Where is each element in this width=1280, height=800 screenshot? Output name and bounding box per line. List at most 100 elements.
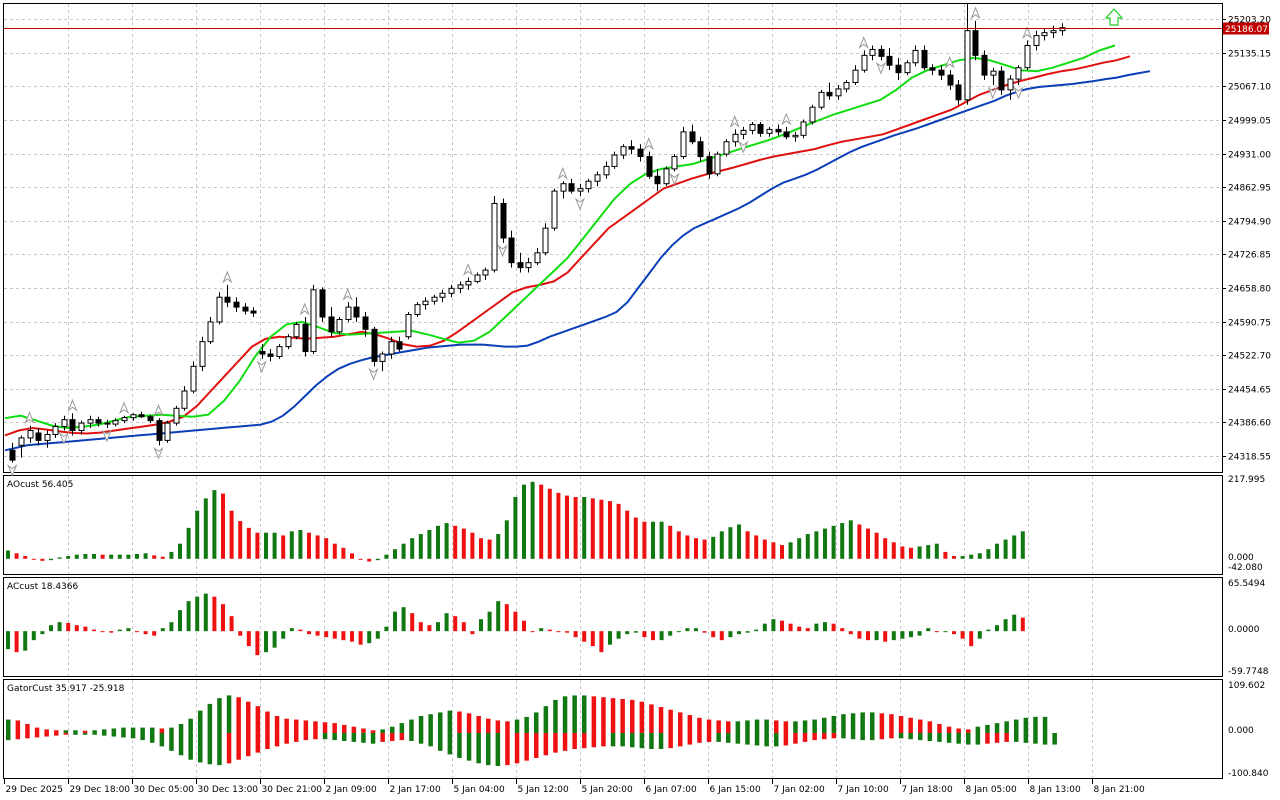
gator-pane[interactable] <box>3 679 1223 779</box>
gator-up-bar <box>370 730 376 733</box>
gator-up-bar <box>265 711 270 733</box>
gator-up-bar <box>591 696 597 733</box>
ac-bar <box>685 628 690 632</box>
bear-candle <box>233 301 240 308</box>
bull-candle <box>61 419 68 428</box>
gator-up-bar <box>514 719 520 733</box>
gator-down-bar <box>582 732 587 749</box>
gator-up-bar <box>188 718 193 733</box>
bear-candle <box>69 419 76 432</box>
ac-bar <box>754 629 759 632</box>
bear-candle <box>886 55 893 66</box>
ac-bar <box>350 631 354 642</box>
ac-bar <box>642 631 647 638</box>
ac-bar <box>719 631 724 641</box>
bull-candle <box>525 262 532 269</box>
ac-bar <box>152 631 157 636</box>
gator-up-bar <box>764 719 769 733</box>
time-label: 7 Jan 02:00 <box>774 785 826 795</box>
gator-up-bar <box>25 724 30 733</box>
bear-candle <box>104 422 111 425</box>
ac-bar <box>891 631 896 641</box>
gator-down-bar <box>774 732 779 747</box>
ac-bar <box>608 631 612 645</box>
gator-up-bar <box>668 709 673 733</box>
gator-down-bar <box>668 732 673 749</box>
ac-bar <box>522 620 526 632</box>
ac-pane[interactable] <box>3 577 1223 677</box>
fractal-up-icon <box>944 55 955 69</box>
ac-bar <box>143 631 148 635</box>
gator-up-bar <box>303 720 309 733</box>
gator-up-bar <box>140 727 145 733</box>
ac-bar <box>556 631 561 633</box>
gator-up-bar <box>1023 717 1029 733</box>
ac-bar <box>943 631 948 633</box>
ao-bar <box>659 521 664 559</box>
ac-bar <box>831 623 836 632</box>
bull-candle <box>620 146 627 156</box>
gator-up-bar <box>783 721 789 733</box>
time-label: 6 Jan 07:00 <box>646 785 698 795</box>
ao-bar <box>281 535 286 559</box>
ac-bar <box>324 631 329 638</box>
ao-bar <box>410 538 415 559</box>
gator-up-bar <box>438 712 443 733</box>
ac-bar <box>633 631 638 633</box>
ao-bar <box>307 532 311 559</box>
gator-up-bar <box>63 730 69 733</box>
gator-up-bar <box>918 719 923 733</box>
ao-bar <box>840 523 845 559</box>
bull-candle <box>474 274 481 282</box>
price-tick-label: 24386.60 <box>1228 419 1271 429</box>
ac-bar <box>702 631 707 633</box>
ao-bar <box>986 549 991 559</box>
bull-candle <box>663 168 670 185</box>
ao-bar <box>797 538 802 559</box>
bull-candle <box>723 141 730 155</box>
ao-pane[interactable] <box>3 475 1223 575</box>
bull-candle <box>457 284 464 289</box>
gator-down-bar <box>870 732 875 741</box>
bull-candle <box>809 106 816 123</box>
bear-candle <box>328 316 335 333</box>
time-label: 8 Jan 13:00 <box>1030 785 1082 795</box>
price-pane[interactable] <box>3 3 1223 473</box>
ac-bar <box>49 625 53 632</box>
ac-bar <box>866 631 870 641</box>
ao-bar <box>315 535 320 559</box>
gator-down-bar <box>543 732 549 756</box>
gator-up-bar <box>73 730 78 733</box>
gator-up-bar <box>879 713 885 733</box>
bull-candle <box>276 346 283 357</box>
bull-candle <box>843 82 850 90</box>
gator-up-bar <box>217 698 222 733</box>
ac-bar <box>169 622 174 632</box>
ac-bar <box>504 604 509 632</box>
bull-candle <box>216 296 223 323</box>
gator-up-bar <box>841 714 846 733</box>
ac-bar <box>92 629 96 632</box>
ao-histogram <box>6 481 1025 562</box>
fractal-up-icon <box>222 270 233 284</box>
bull-candle <box>285 336 292 348</box>
gator-up-bar <box>687 715 693 733</box>
gator-down-bar <box>342 732 347 741</box>
bull-candle <box>44 433 51 441</box>
ac-bar <box>83 626 88 632</box>
ao-bar <box>728 527 733 559</box>
ac-bar <box>255 631 260 656</box>
ao-bar <box>883 538 888 559</box>
gator-up-bar <box>870 712 875 733</box>
ac-bar <box>857 631 862 639</box>
bull-candle <box>491 202 498 271</box>
gator-down-bar <box>409 732 414 741</box>
price-tick-label: 25067.10 <box>1228 83 1271 93</box>
gator-down-bar <box>457 732 462 758</box>
fractal-down-icon <box>256 360 267 374</box>
gator-down-bar <box>111 732 117 737</box>
gator-down-bar <box>994 732 1000 743</box>
gator-up-bar <box>92 730 97 733</box>
gator-up-bar <box>639 701 645 733</box>
